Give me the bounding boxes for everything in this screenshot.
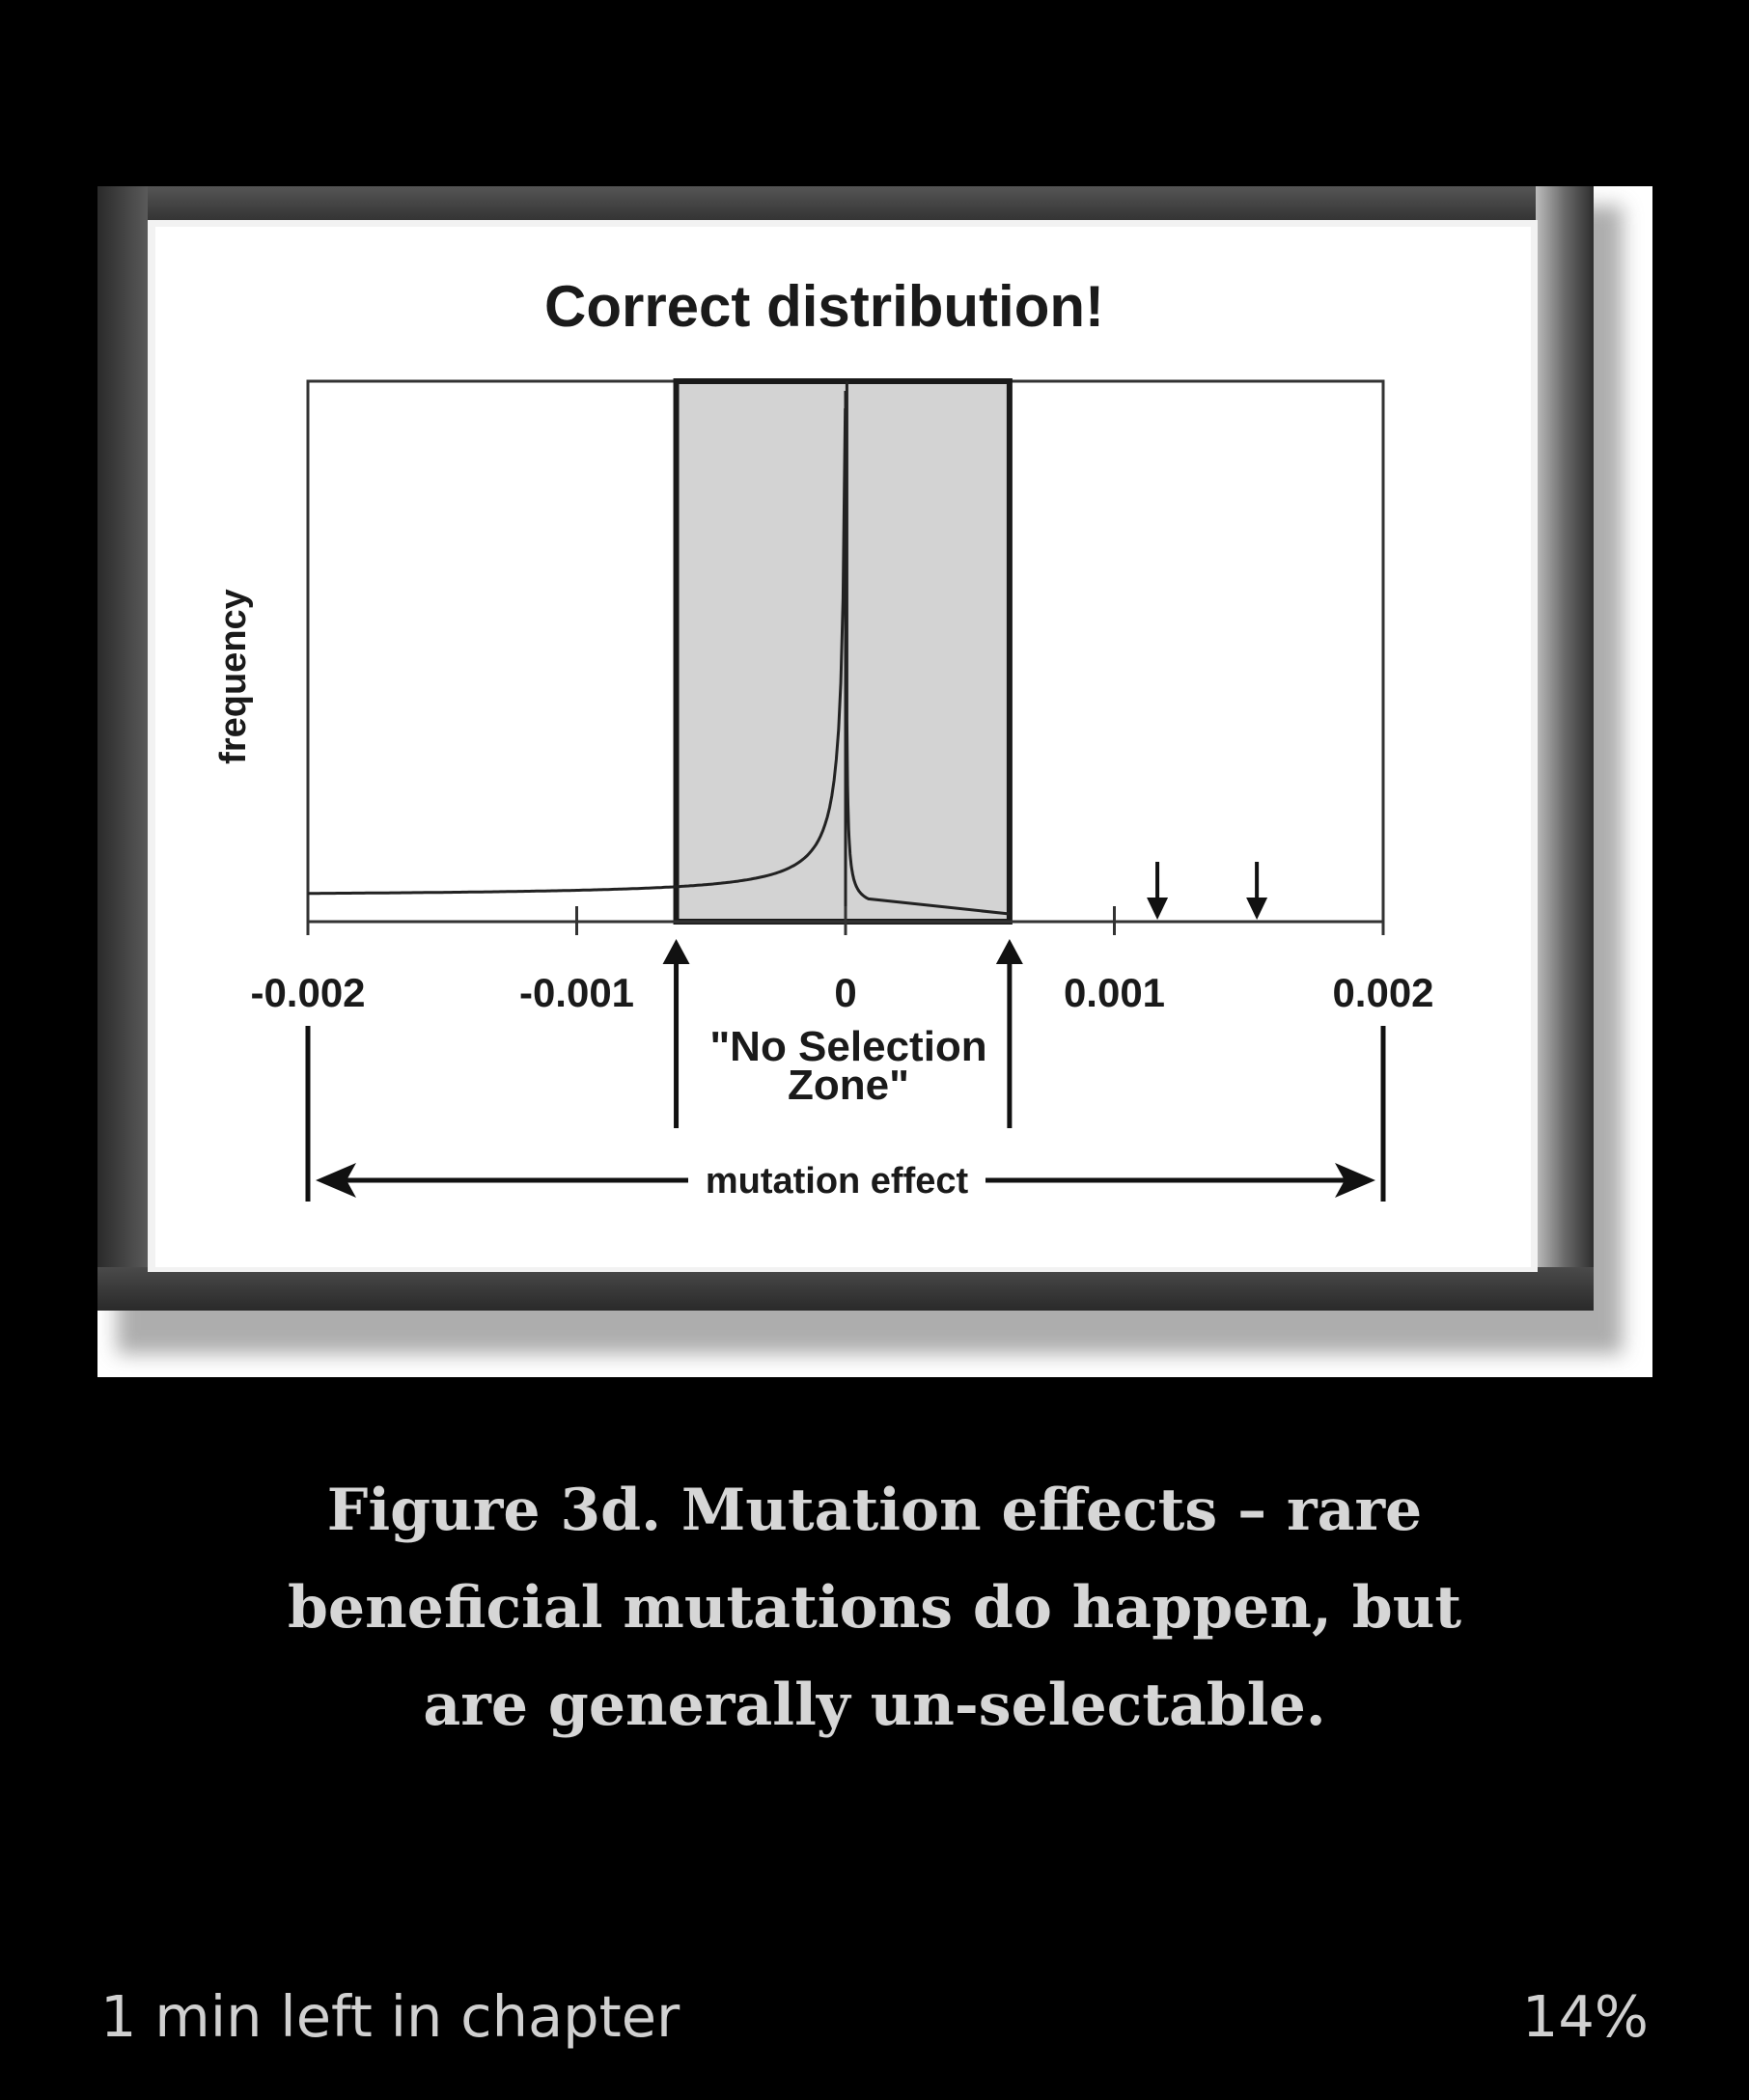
chart-title: Correct distribution! bbox=[544, 274, 1104, 339]
range-left-arrowhead bbox=[316, 1163, 356, 1198]
beneficial-distribution-curve bbox=[845, 381, 1011, 916]
no-selection-zone-label-line-1: "No Selection bbox=[709, 1023, 986, 1070]
deleterious-distribution-curve bbox=[308, 408, 847, 896]
zone-boundary-arrow-0 bbox=[662, 939, 690, 964]
x-tick-label-2: 0 bbox=[834, 970, 856, 1015]
no-selection-zone-label-line-2: Zone" bbox=[788, 1062, 909, 1109]
range-right-arrowhead bbox=[1335, 1163, 1375, 1198]
figure-caption: Figure 3d. Mutation effects – rare benef… bbox=[145, 1462, 1604, 1755]
reading-progress-percent[interactable]: 14% bbox=[1521, 1983, 1649, 2050]
x-tick-label-3: 0.001 bbox=[1064, 970, 1165, 1015]
beneficial-marker-arrow-0 bbox=[1147, 898, 1169, 920]
x-tick-label-0: -0.002 bbox=[250, 970, 365, 1015]
caption-line-1: Figure 3d. Mutation effects – rare bbox=[326, 1477, 1423, 1544]
x-axis-label: mutation effect bbox=[706, 1161, 969, 1202]
correct-distribution-chart: Correct distribution! -0.002 -0.001 0 0.001 0… bbox=[97, 186, 1623, 1354]
x-tick-label-4: 0.002 bbox=[1332, 970, 1433, 1015]
caption-line-3: are generally un-selectable. bbox=[423, 1672, 1326, 1739]
x-tick-label-1: -0.001 bbox=[519, 970, 634, 1015]
beneficial-marker-arrow-1 bbox=[1246, 898, 1268, 920]
caption-line-2: beneficial mutations do happen, but bbox=[287, 1574, 1462, 1642]
chapter-time-remaining[interactable]: 1 min left in chapter bbox=[100, 1983, 680, 2050]
zone-boundary-arrow-1 bbox=[995, 939, 1023, 964]
figure-image: Correct distribution! -0.002 -0.001 0 0.001 0… bbox=[97, 186, 1652, 1377]
y-axis-label: frequency bbox=[213, 589, 254, 764]
